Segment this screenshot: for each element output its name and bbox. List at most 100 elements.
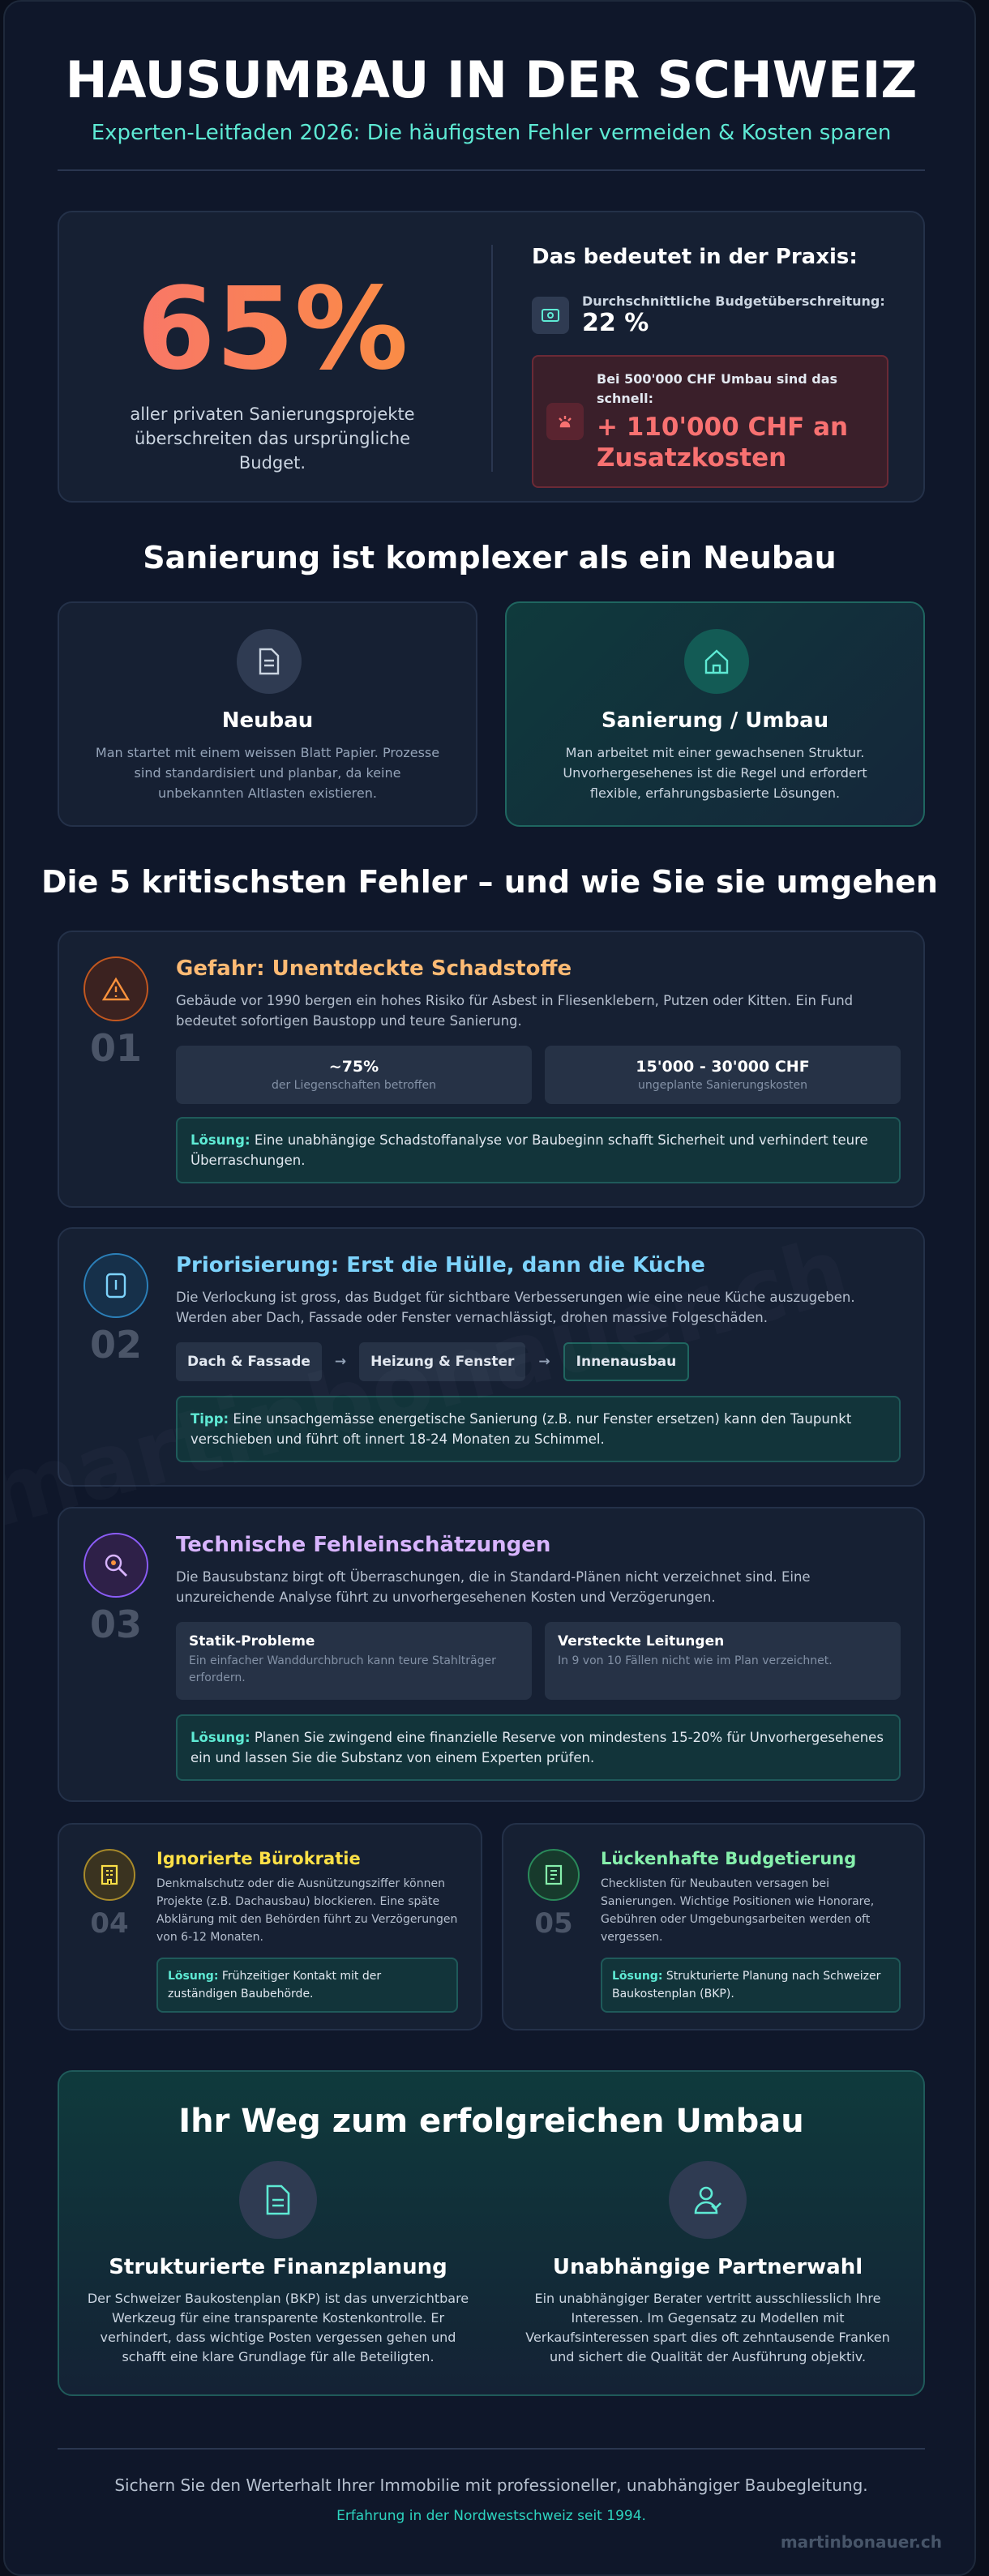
box-text: Ein einfacher Wanddurchbruch kann teure … <box>189 1654 496 1684</box>
note-label: Lösung: <box>191 1132 250 1148</box>
title: HAUSUMBAU IN DER SCHWEIZ <box>65 50 918 109</box>
icon <box>532 297 569 334</box>
card-title: Sanierung / Umbau <box>601 708 829 733</box>
note-text: Eine unsachgemässe energetische Sanierun… <box>191 1411 852 1447</box>
card-text: Man arbeitet mit einer gewachsenen Struk… <box>563 745 867 801</box>
icon <box>546 403 584 440</box>
icon-glyph <box>545 1864 563 1885</box>
error-title: Ignorierte Bürokratie <box>156 1849 361 1868</box>
icon-glyph <box>704 649 729 674</box>
error-card: 01 Gefahr: Unentdeckte Schadstoffe Gebäu… <box>58 931 925 1208</box>
error-text: Denkmalschutz oder die Ausnützungsziffer… <box>156 1877 458 1944</box>
icon <box>669 2161 747 2239</box>
icon <box>83 956 148 1021</box>
note-label: Tipp: <box>191 1411 229 1427</box>
stat-label: der Liegenschaften betroffen <box>271 1079 437 1092</box>
header: HAUSUMBAU IN DER SCHWEIZ Experten-Leitfa… <box>5 50 974 145</box>
step: Innenausbau <box>563 1342 690 1381</box>
practice-title: Das bedeutet in der Praxis: <box>532 245 858 269</box>
icon <box>83 1849 135 1901</box>
note-label: Lösung: <box>191 1730 250 1745</box>
note: Lösung: Planen Sie zwingend eine finanzi… <box>176 1714 901 1781</box>
path-box: Ihr Weg zum erfolgreichen Umbau Struktur… <box>58 2070 925 2396</box>
error-number: 03 <box>89 1603 142 1646</box>
note-text: Frühzeitiger Kontakt mit der zuständigen… <box>168 1970 382 2000</box>
stat-box: ~75% der Liegenschaften betroffen <box>176 1046 532 1104</box>
example-label: Bei 500'000 CHF Umbau sind das schnell: <box>597 371 838 406</box>
stat-label: ungeplante Sanierungskosten <box>638 1079 807 1092</box>
section-title: Sanierung ist komplexer als ein Neubau <box>143 540 837 576</box>
card-text: Man startet mit einem weissen Blatt Papi… <box>95 745 440 801</box>
path-card: Unabhängige Partnerwahl Ein unabhängiger… <box>505 2161 910 2367</box>
info-box: Statik-Probleme Ein einfacher Wanddurchbr… <box>176 1622 532 1700</box>
box-title: Versteckte Leitungen <box>558 1633 725 1650</box>
card-title: Strukturierte Finanzplanung <box>109 2255 447 2279</box>
error-number: 05 <box>534 1907 573 1940</box>
card-title: Unabhängige Partnerwahl <box>552 2255 863 2279</box>
error-text: Die Bausubstanz birgt oft Überraschungen… <box>176 1569 811 1605</box>
note-text: Eine unabhängige Schadstoffanalyse vor B… <box>191 1132 868 1168</box>
box-title: Statik-Probleme <box>189 1633 315 1650</box>
card-title: Neubau <box>221 708 314 733</box>
icon-glyph <box>266 2184 290 2215</box>
error-text: Die Verlockung ist gross, das Budget für… <box>176 1290 855 1325</box>
icon <box>684 629 749 694</box>
error-number: 04 <box>90 1907 129 1940</box>
error-title: Gefahr: Unentdeckte Schadstoffe <box>176 956 572 981</box>
icon-glyph <box>259 648 280 675</box>
icon-glyph <box>559 416 572 428</box>
error-text: Checklisten für Neubauten versagen bei S… <box>601 1877 875 1944</box>
divider <box>58 169 925 171</box>
compare-card: Neubau Man startet mit einem weissen Bla… <box>58 601 477 827</box>
stat-text: aller privaten Sanierungsprojekte übersc… <box>130 404 415 473</box>
error-card: 02 Priorisierung: Erst die Hülle, dann d… <box>58 1227 925 1487</box>
icon-glyph <box>105 1273 126 1299</box>
path-card: Strukturierte Finanzplanung Der Schweize… <box>75 2161 481 2367</box>
infographic: HAUSUMBAU IN DER SCHWEIZ Experten-Leitfa… <box>3 0 976 2576</box>
stat-value: ~75% <box>328 1058 379 1076</box>
compare-card: Sanierung / Umbau Man arbeitet mit einer… <box>505 601 925 827</box>
example-value: + 110'000 CHF an Zusatzkosten <box>597 413 849 473</box>
error-card: 03 Technische Fehleinschätzungen Die Bau… <box>58 1507 925 1802</box>
divider <box>58 2448 925 2450</box>
note-text: Planen Sie zwingend eine finanzielle Res… <box>191 1730 884 1765</box>
footer-text: Sichern Sie den Werterhalt Ihrer Immobil… <box>114 2475 868 2495</box>
step: Heizung & Fenster <box>359 1342 526 1381</box>
stat-box: 65% aller privaten Sanierungsprojekte üb… <box>58 211 925 503</box>
avg-label: Durchschnittliche Budgetüberschreitung: <box>582 293 885 309</box>
error-number: 01 <box>89 1026 142 1070</box>
box-text: In 9 von 10 Fällen nicht wie im Plan ver… <box>558 1654 833 1667</box>
error-card: 04 Ignorierte Bürokratie Denkmalschutz o… <box>58 1823 482 2030</box>
arrow: → <box>334 1354 347 1370</box>
example-box: Bei 500'000 CHF Umbau sind das schnell: … <box>532 355 888 488</box>
icon <box>239 2161 317 2239</box>
note-label: Lösung: <box>168 1970 219 1983</box>
step: Dach & Fassade <box>176 1342 322 1381</box>
note: Lösung: Eine unabhängige Schadstoffanaly… <box>176 1117 901 1183</box>
error-title: Technische Fehleinschätzungen <box>176 1533 551 1557</box>
avg-value: 22 % <box>582 309 649 337</box>
error-card: 05 Lückenhafte Budgetierung Checklisten … <box>502 1823 925 2030</box>
error-number: 02 <box>89 1323 142 1367</box>
card-text: Der Schweizer Baukostenplan (BKP) ist da… <box>87 2291 469 2364</box>
section-title: Die 5 kritischsten Fehler – und wie Sie … <box>41 864 938 900</box>
stat-box: 15'000 - 30'000 CHF ungeplante Sanierungs… <box>545 1046 901 1104</box>
error-title: Lückenhafte Budgetierung <box>601 1849 857 1868</box>
icon-glyph <box>101 1864 118 1885</box>
note: Tipp: Eine unsachgemässe energetische Sa… <box>176 1396 901 1462</box>
icon <box>528 1849 580 1901</box>
icon-glyph <box>694 2186 721 2214</box>
card-text: Ein unabhängiger Berater vertritt aussch… <box>525 2291 890 2364</box>
separator <box>491 245 493 472</box>
subtitle: Experten-Leitfaden 2026: Die häufigsten … <box>91 121 892 145</box>
icon-glyph <box>102 977 130 1001</box>
path-title: Ihr Weg zum erfolgreichen Umbau <box>178 2103 804 2140</box>
practice: Das bedeutet in der Praxis: Durchschnitt… <box>532 245 888 488</box>
note: Lösung: Frühzeitiger Kontakt mit der zus… <box>156 1958 458 2013</box>
note: Lösung: Strukturierte Planung nach Schwe… <box>601 1958 901 2013</box>
footer-sub: Erfahrung in der Nordwestschweiz seit 19… <box>336 2508 646 2524</box>
note-label: Lösung: <box>612 1970 663 1983</box>
info-box: Versteckte Leitungen In 9 von 10 Fällen n… <box>545 1622 901 1700</box>
stat-value: 15'000 - 30'000 CHF <box>636 1058 810 1076</box>
arrow: → <box>538 1354 550 1370</box>
